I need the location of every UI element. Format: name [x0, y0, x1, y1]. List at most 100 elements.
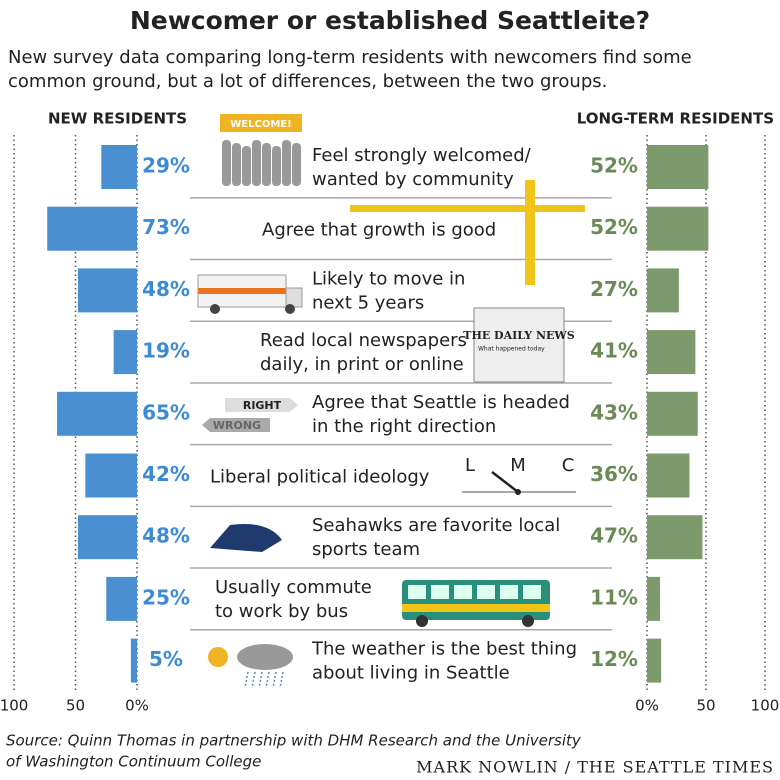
dial-label: C	[562, 455, 575, 476]
wheel	[210, 304, 220, 314]
crowd	[222, 140, 231, 186]
dial-label: L	[465, 455, 475, 476]
value-label: 5%	[149, 647, 183, 671]
chart-title: Newcomer or established Seattleite?	[130, 6, 650, 35]
value-label: 48%	[142, 277, 190, 301]
bus-window	[431, 585, 449, 599]
value-label: 19%	[142, 339, 190, 363]
newspaper	[473, 307, 565, 383]
credit: MARK NOWLIN / THE SEATTLE TIMES	[416, 758, 774, 777]
arrow-wrong	[202, 418, 270, 432]
category-label: The weather is the best thing	[311, 639, 577, 660]
bar-long	[647, 330, 696, 375]
dial-needle	[491, 471, 519, 493]
bar-new	[77, 268, 137, 313]
wheel	[522, 615, 534, 627]
bus-stripe	[402, 604, 550, 612]
rain	[272, 671, 277, 689]
dial-label: M	[510, 455, 526, 476]
value-label: 47%	[590, 524, 638, 548]
truck-cab	[285, 287, 303, 308]
value-label: 27%	[590, 277, 638, 301]
category-label: Feel strongly welcomed/	[312, 145, 532, 166]
bar-new	[130, 638, 137, 683]
category-label: in the right direction	[312, 416, 496, 437]
legend-right: LONG-TERM RESIDENTS	[577, 110, 774, 128]
crowd	[282, 140, 291, 186]
wheel	[416, 615, 428, 627]
bar-new	[85, 453, 137, 498]
rain	[258, 671, 263, 689]
crowd	[262, 143, 271, 186]
value-label: 52%	[590, 154, 638, 178]
value-label: 43%	[590, 400, 638, 424]
bus-window	[477, 585, 495, 599]
value-label: 65%	[142, 400, 190, 424]
bus-window	[408, 585, 426, 599]
bar-new	[47, 206, 137, 251]
newspaper-headline: What happened today	[478, 346, 545, 353]
truck-stripe	[198, 288, 286, 294]
dial-pivot	[515, 489, 521, 495]
x-tick-label: 0%	[635, 697, 659, 715]
rain	[251, 671, 256, 689]
crowd	[242, 146, 251, 186]
banner-text: WELCOME!	[230, 119, 291, 130]
value-label: 48%	[142, 524, 190, 548]
category-label: Liberal political ideology	[210, 467, 430, 488]
value-label: 12%	[590, 647, 638, 671]
bar-long	[647, 391, 698, 436]
bar-long	[647, 453, 690, 498]
value-label: 73%	[142, 215, 190, 239]
bar-long	[647, 268, 679, 313]
bus-window	[454, 585, 472, 599]
subtitle: New survey data comparing long-term resi…	[8, 47, 692, 68]
bar-new	[113, 330, 137, 375]
bar-long	[647, 206, 709, 251]
value-label: 25%	[142, 585, 190, 609]
category-label: sports team	[312, 539, 420, 560]
category-label: to work by bus	[215, 601, 348, 622]
illustrations: WELCOME! THE DAILY NEWS What happened toda…	[197, 114, 585, 689]
source: Source: Quinn Thomas in partnership with…	[6, 732, 582, 750]
bar-new	[77, 515, 137, 560]
newspaper-title: THE DAILY NEWS	[463, 329, 575, 342]
subtitle: common ground, but a lot of differences,…	[8, 71, 607, 92]
bar-new	[101, 145, 137, 189]
bus-window	[523, 585, 541, 599]
source: of Washington Continuum College	[6, 753, 261, 771]
value-label: 52%	[590, 215, 638, 239]
x-tick-label: 50	[696, 697, 715, 715]
category-label: daily, in print or online	[260, 354, 464, 375]
category-label: Usually commute	[215, 577, 372, 598]
value-label: 29%	[142, 154, 190, 178]
cloud	[237, 644, 293, 670]
legend-left: NEW RESIDENTS	[48, 110, 187, 128]
x-tick-label: 100	[0, 697, 28, 715]
crane	[350, 205, 585, 212]
crowd	[252, 140, 261, 186]
rain	[244, 671, 249, 689]
wheel	[285, 304, 295, 314]
category-label: wanted by community	[312, 169, 514, 190]
category-label: Seahawks are favorite local	[312, 515, 560, 536]
crane	[525, 180, 535, 285]
seahawks	[210, 524, 282, 552]
bus-window	[500, 585, 518, 599]
category-label: Likely to move in	[312, 268, 465, 289]
category-label: Agree that growth is good	[262, 220, 496, 241]
bar-new	[57, 391, 137, 436]
category-label: Agree that Seattle is headed	[312, 392, 570, 413]
bar-long	[647, 515, 703, 560]
bar-long	[647, 145, 709, 189]
rain	[265, 671, 270, 689]
crowd	[232, 143, 241, 186]
value-label: 36%	[590, 462, 638, 486]
x-tick-label: 50	[66, 697, 85, 715]
x-tick-label: 100	[751, 697, 780, 715]
arrow-text: WRONG	[213, 419, 261, 432]
banner	[220, 114, 302, 132]
x-tick-label: 0%	[125, 697, 149, 715]
category-label: Read local newspapers	[260, 330, 467, 351]
